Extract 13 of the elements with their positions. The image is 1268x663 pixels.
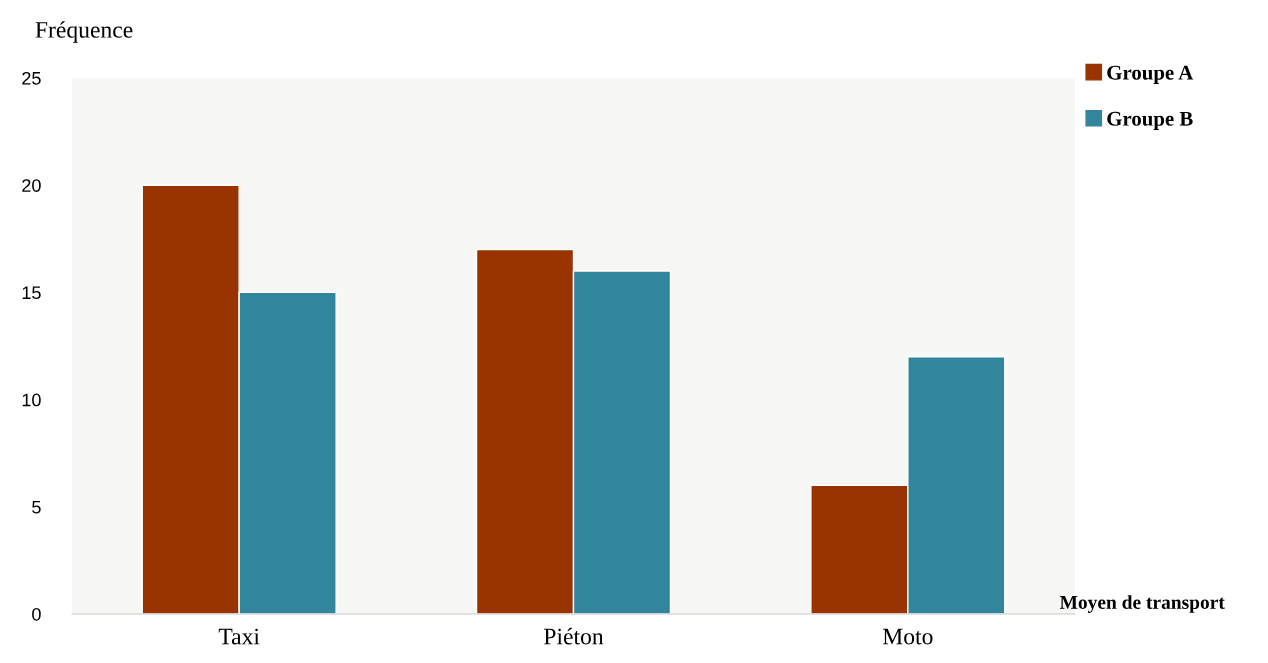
y-tick-label: 5 [32,500,41,514]
y-axis-title: Fréquence [35,21,133,43]
x-axis-title: Moyen de transport [1059,595,1225,613]
y-tick-label: 15 [22,286,41,300]
y-tick-label: 0 [32,607,41,621]
y-tick-label: 25 [22,71,41,85]
legend-label: Groupe B [1107,111,1193,131]
y-tick-label: 20 [22,179,41,192]
x-tick-label: Piéton [544,627,604,645]
legend-label: Groupe A [1107,65,1194,84]
x-tick-label: Moto [882,628,933,645]
x-tick-label: Taxi [218,628,260,645]
y-tick-label: 10 [22,393,41,407]
